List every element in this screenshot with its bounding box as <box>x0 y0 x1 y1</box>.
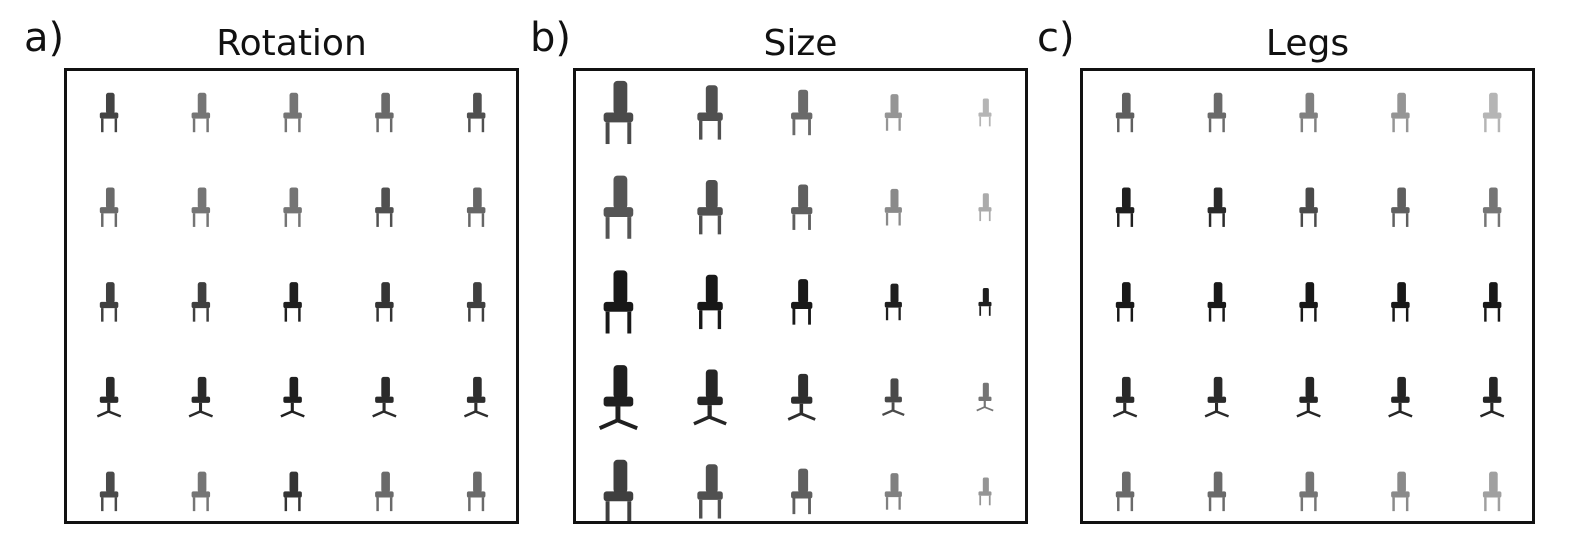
chair-thumbnail <box>791 184 813 230</box>
chair-thumbnail <box>466 92 486 133</box>
chair-thumbnail <box>603 80 634 145</box>
chair-thumbnail <box>283 187 302 227</box>
chair-thumbnail <box>978 477 992 506</box>
chair-thumbnail <box>99 282 119 322</box>
chair-thumbnail <box>603 175 634 239</box>
chair-thumbnail <box>1299 282 1318 322</box>
chair-thumbnail <box>280 376 305 418</box>
chair-thumbnail <box>191 187 211 227</box>
chair-thumbnail <box>375 92 394 133</box>
chair-thumbnail <box>603 459 634 521</box>
chair-thumbnail <box>1115 92 1135 133</box>
chair-thumbnail <box>1391 471 1410 512</box>
chair-thumbnail <box>1482 187 1502 227</box>
chair-thumbnail <box>693 369 727 426</box>
chair-thumbnail <box>375 282 394 322</box>
chair-thumbnail <box>372 376 397 418</box>
chair-thumbnail <box>791 89 813 136</box>
chair-thumbnail <box>1391 92 1410 133</box>
chair-thumbnail <box>283 282 302 322</box>
chair-thumbnail <box>375 471 394 512</box>
chair-thumbnail <box>99 92 119 133</box>
panel-c-title: Legs <box>1265 23 1350 64</box>
chair-thumbnail <box>375 187 394 227</box>
chair-thumbnail <box>1388 376 1413 418</box>
chair-thumbnail <box>1391 282 1410 322</box>
chair-thumbnail <box>697 180 723 235</box>
chair-thumbnail <box>1391 187 1410 227</box>
chair-thumbnail <box>1299 471 1318 512</box>
panel-b <box>573 68 1028 524</box>
chair-thumbnail <box>697 85 723 140</box>
chair-thumbnail <box>1207 92 1227 133</box>
chair-thumbnail <box>598 365 638 431</box>
panel-a-letter: a) <box>24 15 65 61</box>
panel-b-grid <box>598 80 994 521</box>
panel-a <box>64 68 519 524</box>
panel-a-title: Rotation <box>216 23 367 64</box>
chair-thumbnail <box>697 274 723 330</box>
chair-thumbnail <box>1112 376 1138 418</box>
panel-c-letter: c) <box>1037 15 1075 61</box>
chair-thumbnail <box>466 282 486 322</box>
panel-b-title: Size <box>763 23 838 64</box>
chair-thumbnail <box>978 193 992 222</box>
chair-thumbnail <box>1299 92 1318 133</box>
chair-thumbnail <box>466 471 486 512</box>
chair-thumbnail <box>1482 92 1502 133</box>
chair-thumbnail <box>283 471 302 512</box>
chair-thumbnail <box>976 382 994 412</box>
chair-thumbnail <box>881 378 905 417</box>
chair-thumbnail <box>978 98 992 127</box>
chair-thumbnail <box>1115 282 1135 322</box>
chair-thumbnail <box>884 94 902 131</box>
chair-thumbnail <box>1207 471 1227 512</box>
chair-thumbnail <box>1115 187 1135 227</box>
chair-thumbnail <box>191 471 211 512</box>
chair-thumbnail <box>884 188 902 226</box>
chair-thumbnail <box>1204 376 1230 418</box>
chair-thumbnail <box>188 376 214 418</box>
chair-thumbnail <box>463 376 489 418</box>
chair-thumbnail <box>791 279 813 325</box>
panel-c <box>1080 68 1535 524</box>
chair-thumbnail <box>1296 376 1321 418</box>
chair-thumbnail <box>1207 282 1227 322</box>
panel-b-letter: b) <box>530 15 571 61</box>
chair-thumbnail <box>1479 376 1505 418</box>
chair-thumbnail <box>1115 471 1135 512</box>
panel-a-grid <box>96 92 489 512</box>
chair-thumbnail <box>697 464 723 519</box>
chair-thumbnail <box>1482 282 1502 322</box>
chair-thumbnail <box>99 187 119 227</box>
chair-thumbnail <box>191 282 211 322</box>
chair-thumbnail <box>884 283 902 321</box>
chair-thumbnail <box>99 471 119 512</box>
chair-thumbnail <box>978 288 992 316</box>
chair-thumbnail <box>283 92 302 133</box>
chair-thumbnail <box>787 373 816 421</box>
chair-thumbnail <box>1207 187 1227 227</box>
chair-thumbnail <box>466 187 486 227</box>
panel-c-grid <box>1112 92 1505 512</box>
chair-thumbnail <box>884 473 902 510</box>
chair-thumbnail <box>1482 471 1502 512</box>
chair-thumbnail <box>1299 187 1318 227</box>
chair-thumbnail <box>603 270 634 334</box>
chair-thumbnail <box>96 376 122 418</box>
chair-thumbnail <box>191 92 211 133</box>
chair-thumbnail <box>791 468 813 515</box>
